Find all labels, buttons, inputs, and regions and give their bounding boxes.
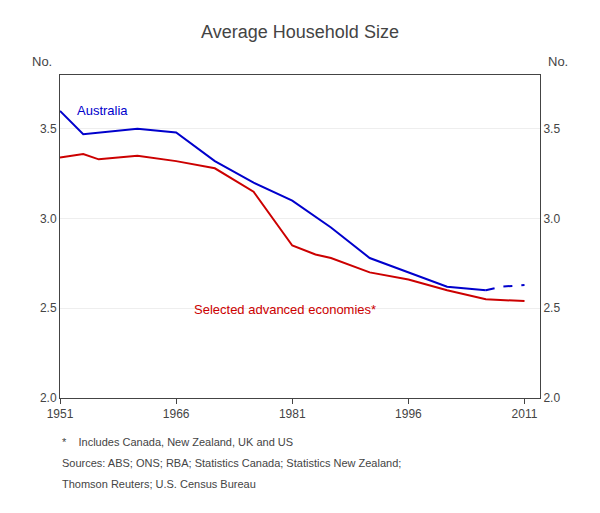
svg-text:Australia: Australia xyxy=(77,103,128,118)
svg-text:1981: 1981 xyxy=(279,407,306,421)
svg-text:2.5: 2.5 xyxy=(40,301,57,315)
svg-text:2.0: 2.0 xyxy=(40,391,57,405)
svg-text:No.: No. xyxy=(32,54,52,69)
svg-text:No.: No. xyxy=(548,54,568,69)
svg-text:Thomson Reuters; U.S. Census B: Thomson Reuters; U.S. Census Bureau xyxy=(62,478,256,490)
svg-text:3.5: 3.5 xyxy=(40,122,57,136)
svg-text:1996: 1996 xyxy=(395,407,422,421)
svg-text:2.5: 2.5 xyxy=(543,301,560,315)
svg-text:1951: 1951 xyxy=(47,407,74,421)
svg-text:3.0: 3.0 xyxy=(543,212,560,226)
svg-text:1966: 1966 xyxy=(163,407,190,421)
svg-text:* Includes Canada, New Zeal: * Includes Canada, New Zealand, UK and U… xyxy=(62,436,293,448)
svg-text:Average Household Size: Average Household Size xyxy=(201,22,399,42)
svg-text:3.0: 3.0 xyxy=(40,212,57,226)
svg-text:3.5: 3.5 xyxy=(543,122,560,136)
svg-text:2011: 2011 xyxy=(512,407,538,421)
svg-text:2.0: 2.0 xyxy=(543,391,560,405)
svg-text:Sources: ABS; ONS; RBA; Statis: Sources: ABS; ONS; RBA; Statistics Canad… xyxy=(62,457,401,469)
svg-text:Selected advanced economies*: Selected advanced economies* xyxy=(194,302,376,317)
